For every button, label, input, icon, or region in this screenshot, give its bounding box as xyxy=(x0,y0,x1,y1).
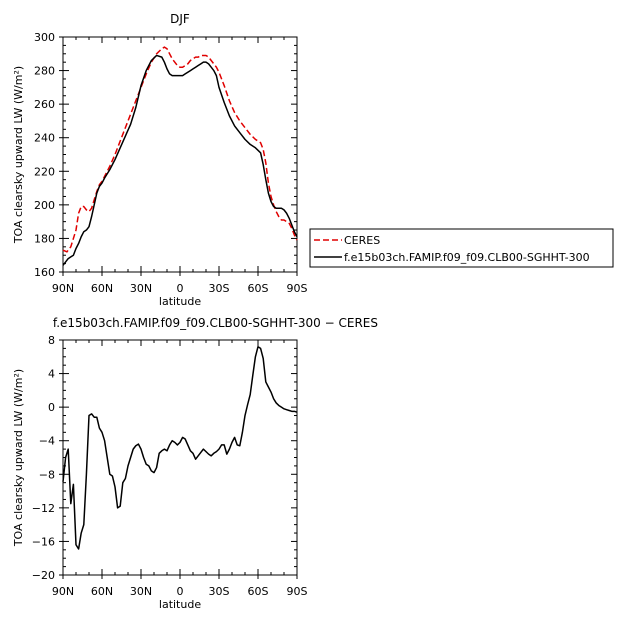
x-tick-label: 30N xyxy=(130,585,152,598)
x-axis-label: latitude xyxy=(159,598,201,611)
x-tick-label: 0 xyxy=(177,282,184,295)
series-line-0-0 xyxy=(62,46,298,253)
legend-box xyxy=(309,228,614,268)
x-axis-label: latitude xyxy=(159,295,201,308)
y-tick-label: −16 xyxy=(32,535,55,548)
y-tick-label: −4 xyxy=(39,435,55,448)
y-tick-label: 300 xyxy=(34,31,55,44)
x-tick-label: 90N xyxy=(52,282,74,295)
y-axis-label: TOA clearsky upward LW (W/m²) xyxy=(12,66,25,244)
y-tick-label: 200 xyxy=(34,199,55,212)
x-tick-label: 0 xyxy=(177,585,184,598)
y-tick-label: 280 xyxy=(34,65,55,78)
x-tick-label: 30N xyxy=(130,282,152,295)
series-line-0-1 xyxy=(62,54,298,266)
x-tick-label: 60N xyxy=(91,585,113,598)
x-tick-label: 90S xyxy=(287,282,308,295)
y-axis-label: TOA clearsky upward LW (W/m²) xyxy=(12,369,25,547)
x-tick-label: 90S xyxy=(287,585,308,598)
x-tick-label: 30S xyxy=(209,282,230,295)
y-tick-label: −20 xyxy=(32,569,55,582)
legend-entry: f.e15b03ch.FAMIP.f09_f09.CLB00-SGHHT-300 xyxy=(344,251,590,264)
plot-frame-0 xyxy=(62,36,298,273)
y-tick-label: −12 xyxy=(32,502,55,515)
x-tick-label: 60S xyxy=(248,282,269,295)
x-tick-label: 60S xyxy=(248,585,269,598)
series-line-1-0 xyxy=(62,345,298,550)
chart-title: DJF xyxy=(170,12,190,26)
y-tick-label: 160 xyxy=(34,266,55,279)
plot-frame-1 xyxy=(62,339,298,576)
x-tick-label: 60N xyxy=(91,282,113,295)
y-tick-label: 180 xyxy=(34,232,55,245)
y-tick-label: 220 xyxy=(34,165,55,178)
chart-title: f.e15b03ch.FAMIP.f09_f09.CLB00-SGHHT-300… xyxy=(53,316,378,330)
y-tick-label: 260 xyxy=(34,98,55,111)
y-tick-label: 0 xyxy=(48,401,55,414)
y-tick-label: 8 xyxy=(48,334,55,347)
legend-entry: CERES xyxy=(344,234,380,247)
x-tick-label: 90N xyxy=(52,585,74,598)
y-tick-label: 4 xyxy=(48,368,55,381)
y-tick-label: −8 xyxy=(39,468,55,481)
y-tick-label: 240 xyxy=(34,132,55,145)
x-tick-label: 30S xyxy=(209,585,230,598)
